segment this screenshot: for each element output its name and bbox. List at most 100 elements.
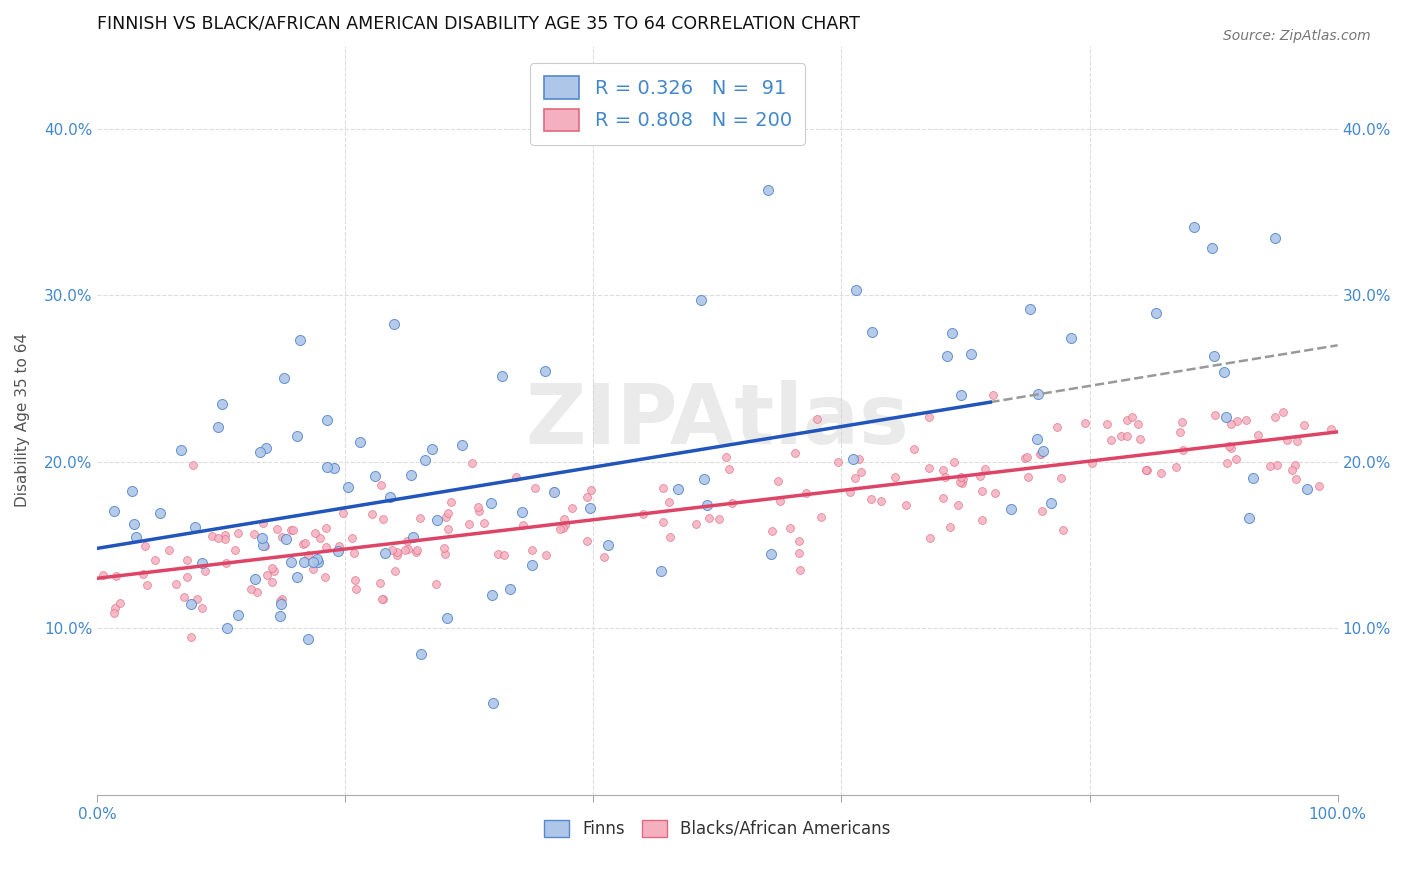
Point — [285, 429, 308, 443]
Point — [1000, 502, 1022, 516]
Point — [214, 532, 236, 546]
Point — [437, 522, 460, 536]
Point — [361, 507, 384, 521]
Point — [492, 549, 515, 563]
Point — [696, 498, 718, 512]
Point — [1052, 524, 1074, 538]
Point — [266, 522, 288, 536]
Point — [1074, 417, 1097, 431]
Point — [972, 484, 994, 499]
Point — [806, 411, 828, 425]
Point — [108, 596, 131, 610]
Point — [783, 446, 806, 460]
Point — [787, 534, 810, 549]
Point — [385, 545, 408, 559]
Point — [332, 506, 354, 520]
Point — [184, 519, 207, 533]
Point — [1144, 306, 1167, 320]
Point — [884, 470, 907, 484]
Point — [371, 591, 394, 606]
Point — [942, 455, 965, 469]
Point — [343, 546, 366, 560]
Point — [294, 536, 316, 550]
Point — [434, 547, 457, 561]
Point — [302, 555, 325, 569]
Point — [931, 463, 953, 477]
Point — [378, 490, 401, 504]
Point — [658, 531, 681, 545]
Point — [409, 510, 432, 524]
Point — [841, 452, 863, 467]
Point — [548, 523, 571, 537]
Point — [394, 542, 416, 557]
Point — [170, 442, 193, 457]
Point — [1032, 444, 1054, 458]
Point — [903, 442, 925, 457]
Point — [243, 572, 266, 586]
Point — [307, 552, 329, 566]
Point — [581, 483, 603, 497]
Point — [551, 521, 574, 535]
Point — [952, 472, 974, 486]
Point — [434, 510, 457, 524]
Point — [121, 483, 143, 498]
Point — [1081, 456, 1104, 470]
Point — [1215, 410, 1237, 425]
Point — [1099, 434, 1122, 448]
Point — [981, 388, 1004, 402]
Point — [211, 397, 233, 411]
Point — [263, 564, 285, 578]
Point — [256, 568, 278, 582]
Point — [328, 539, 350, 553]
Point — [224, 543, 246, 558]
Point — [918, 461, 941, 475]
Point — [270, 597, 292, 611]
Point — [243, 527, 266, 541]
Point — [173, 590, 195, 604]
Point — [973, 462, 995, 476]
Point — [228, 526, 250, 541]
Point — [972, 513, 994, 527]
Point — [941, 326, 963, 341]
Point — [1201, 241, 1223, 255]
Legend: Finns, Blacks/African Americans: Finns, Blacks/African Americans — [536, 812, 898, 847]
Point — [1039, 496, 1062, 510]
Point — [1219, 417, 1241, 431]
Point — [297, 548, 319, 562]
Point — [969, 468, 991, 483]
Point — [124, 516, 146, 531]
Point — [315, 540, 337, 554]
Point — [385, 548, 408, 562]
Point — [413, 453, 436, 467]
Point — [214, 527, 236, 541]
Point — [288, 334, 311, 348]
Point — [240, 582, 263, 596]
Point — [371, 592, 394, 607]
Point — [253, 539, 276, 553]
Point — [1018, 301, 1040, 316]
Point — [510, 505, 533, 519]
Text: ZIPAtlas: ZIPAtlas — [526, 380, 910, 460]
Point — [207, 531, 229, 545]
Point — [1225, 452, 1247, 467]
Point — [301, 562, 323, 576]
Point — [1116, 428, 1139, 442]
Point — [554, 517, 576, 532]
Point — [918, 531, 941, 545]
Point — [1237, 511, 1260, 525]
Point — [844, 471, 866, 485]
Point — [1264, 409, 1286, 424]
Point — [1168, 425, 1191, 440]
Point — [125, 530, 148, 544]
Point — [717, 461, 740, 475]
Point — [384, 564, 406, 578]
Point — [1164, 459, 1187, 474]
Point — [252, 516, 274, 530]
Point — [344, 582, 367, 597]
Point — [406, 543, 429, 558]
Point — [316, 413, 339, 427]
Point — [561, 501, 583, 516]
Point — [668, 483, 690, 497]
Point — [256, 441, 278, 455]
Point — [1095, 417, 1118, 431]
